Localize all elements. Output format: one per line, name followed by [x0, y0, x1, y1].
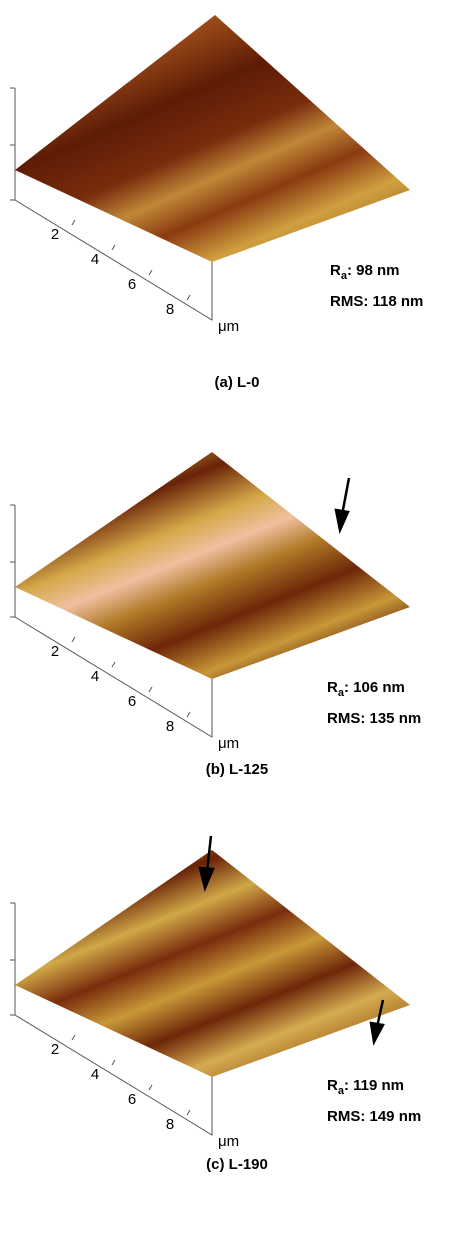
- axis-unit: μm: [218, 1133, 239, 1150]
- x-tick-label: 8: [166, 1116, 174, 1133]
- x-tick: [186, 294, 191, 301]
- ra-symbol: R: [330, 262, 341, 279]
- x-tick: [148, 269, 153, 276]
- arrows: [198, 477, 385, 1046]
- ra-subscript: a: [338, 1085, 345, 1097]
- ra-label: Ra: 106 nm: [327, 679, 405, 699]
- x-tick: [148, 686, 153, 693]
- axis-frame: [14, 505, 213, 738]
- x-tick: [71, 636, 76, 643]
- axis-frame: [14, 903, 213, 1136]
- x-tick-label: 6: [128, 1091, 136, 1108]
- x-tick-label: 2: [51, 1041, 59, 1058]
- axis-frame: [14, 88, 213, 321]
- x-tick: [186, 1109, 191, 1116]
- surface: [15, 452, 410, 679]
- x-tick-label: 6: [128, 276, 136, 293]
- rms-label: RMS: 135 nm: [327, 710, 421, 727]
- afm-panel: 2 4 6 8 μm Ra: 98 nm RMS: 118 nm (a) L-0: [10, 15, 423, 391]
- ra-subscript: a: [341, 270, 348, 282]
- x-tick-label: 2: [51, 226, 59, 243]
- x-tick-label: 2: [51, 643, 59, 660]
- x-tick-label: 4: [91, 668, 99, 685]
- x-tick-label: 4: [91, 251, 99, 268]
- afm-panel: 2 4 6 8 μm Ra: 106 nm RMS: 135 nm (b) L-125: [10, 452, 421, 778]
- panel-caption: (a) L-0: [215, 374, 260, 391]
- ra-subscript: a: [338, 687, 345, 699]
- x-tick-label: 4: [91, 1066, 99, 1083]
- surface: [15, 850, 410, 1077]
- axis-unit: μm: [218, 318, 239, 335]
- surface: [15, 15, 410, 262]
- ra-value: : 119 nm: [344, 1077, 404, 1094]
- x-tick-label: 8: [166, 718, 174, 735]
- x-tick-label: 6: [128, 693, 136, 710]
- x-tick: [111, 244, 116, 251]
- x-tick: [148, 1084, 153, 1091]
- x-tick: [71, 1034, 76, 1041]
- panel-caption: (b) L-125: [206, 761, 269, 778]
- panel-caption: (c) L-190: [206, 1156, 268, 1173]
- x-tick: [186, 711, 191, 718]
- x-tick-label: 8: [166, 301, 174, 318]
- ra-label: Ra: 119 nm: [327, 1077, 404, 1097]
- ra-value: : 98 nm: [347, 262, 400, 279]
- rms-label: RMS: 149 nm: [327, 1108, 421, 1125]
- ra-value: : 106 nm: [344, 679, 405, 696]
- x-tick: [71, 219, 76, 226]
- rms-label: RMS: 118 nm: [330, 293, 423, 310]
- ra-symbol: R: [327, 1077, 338, 1094]
- ra-symbol: R: [327, 679, 338, 696]
- x-tick: [111, 661, 116, 668]
- afm-panel: 2 4 6 8 μm Ra: 119 nm RMS: 149 nm (c) L-190: [10, 850, 421, 1173]
- x-tick: [111, 1059, 116, 1066]
- axis-unit: μm: [218, 735, 239, 752]
- ra-label: Ra: 98 nm: [330, 262, 399, 282]
